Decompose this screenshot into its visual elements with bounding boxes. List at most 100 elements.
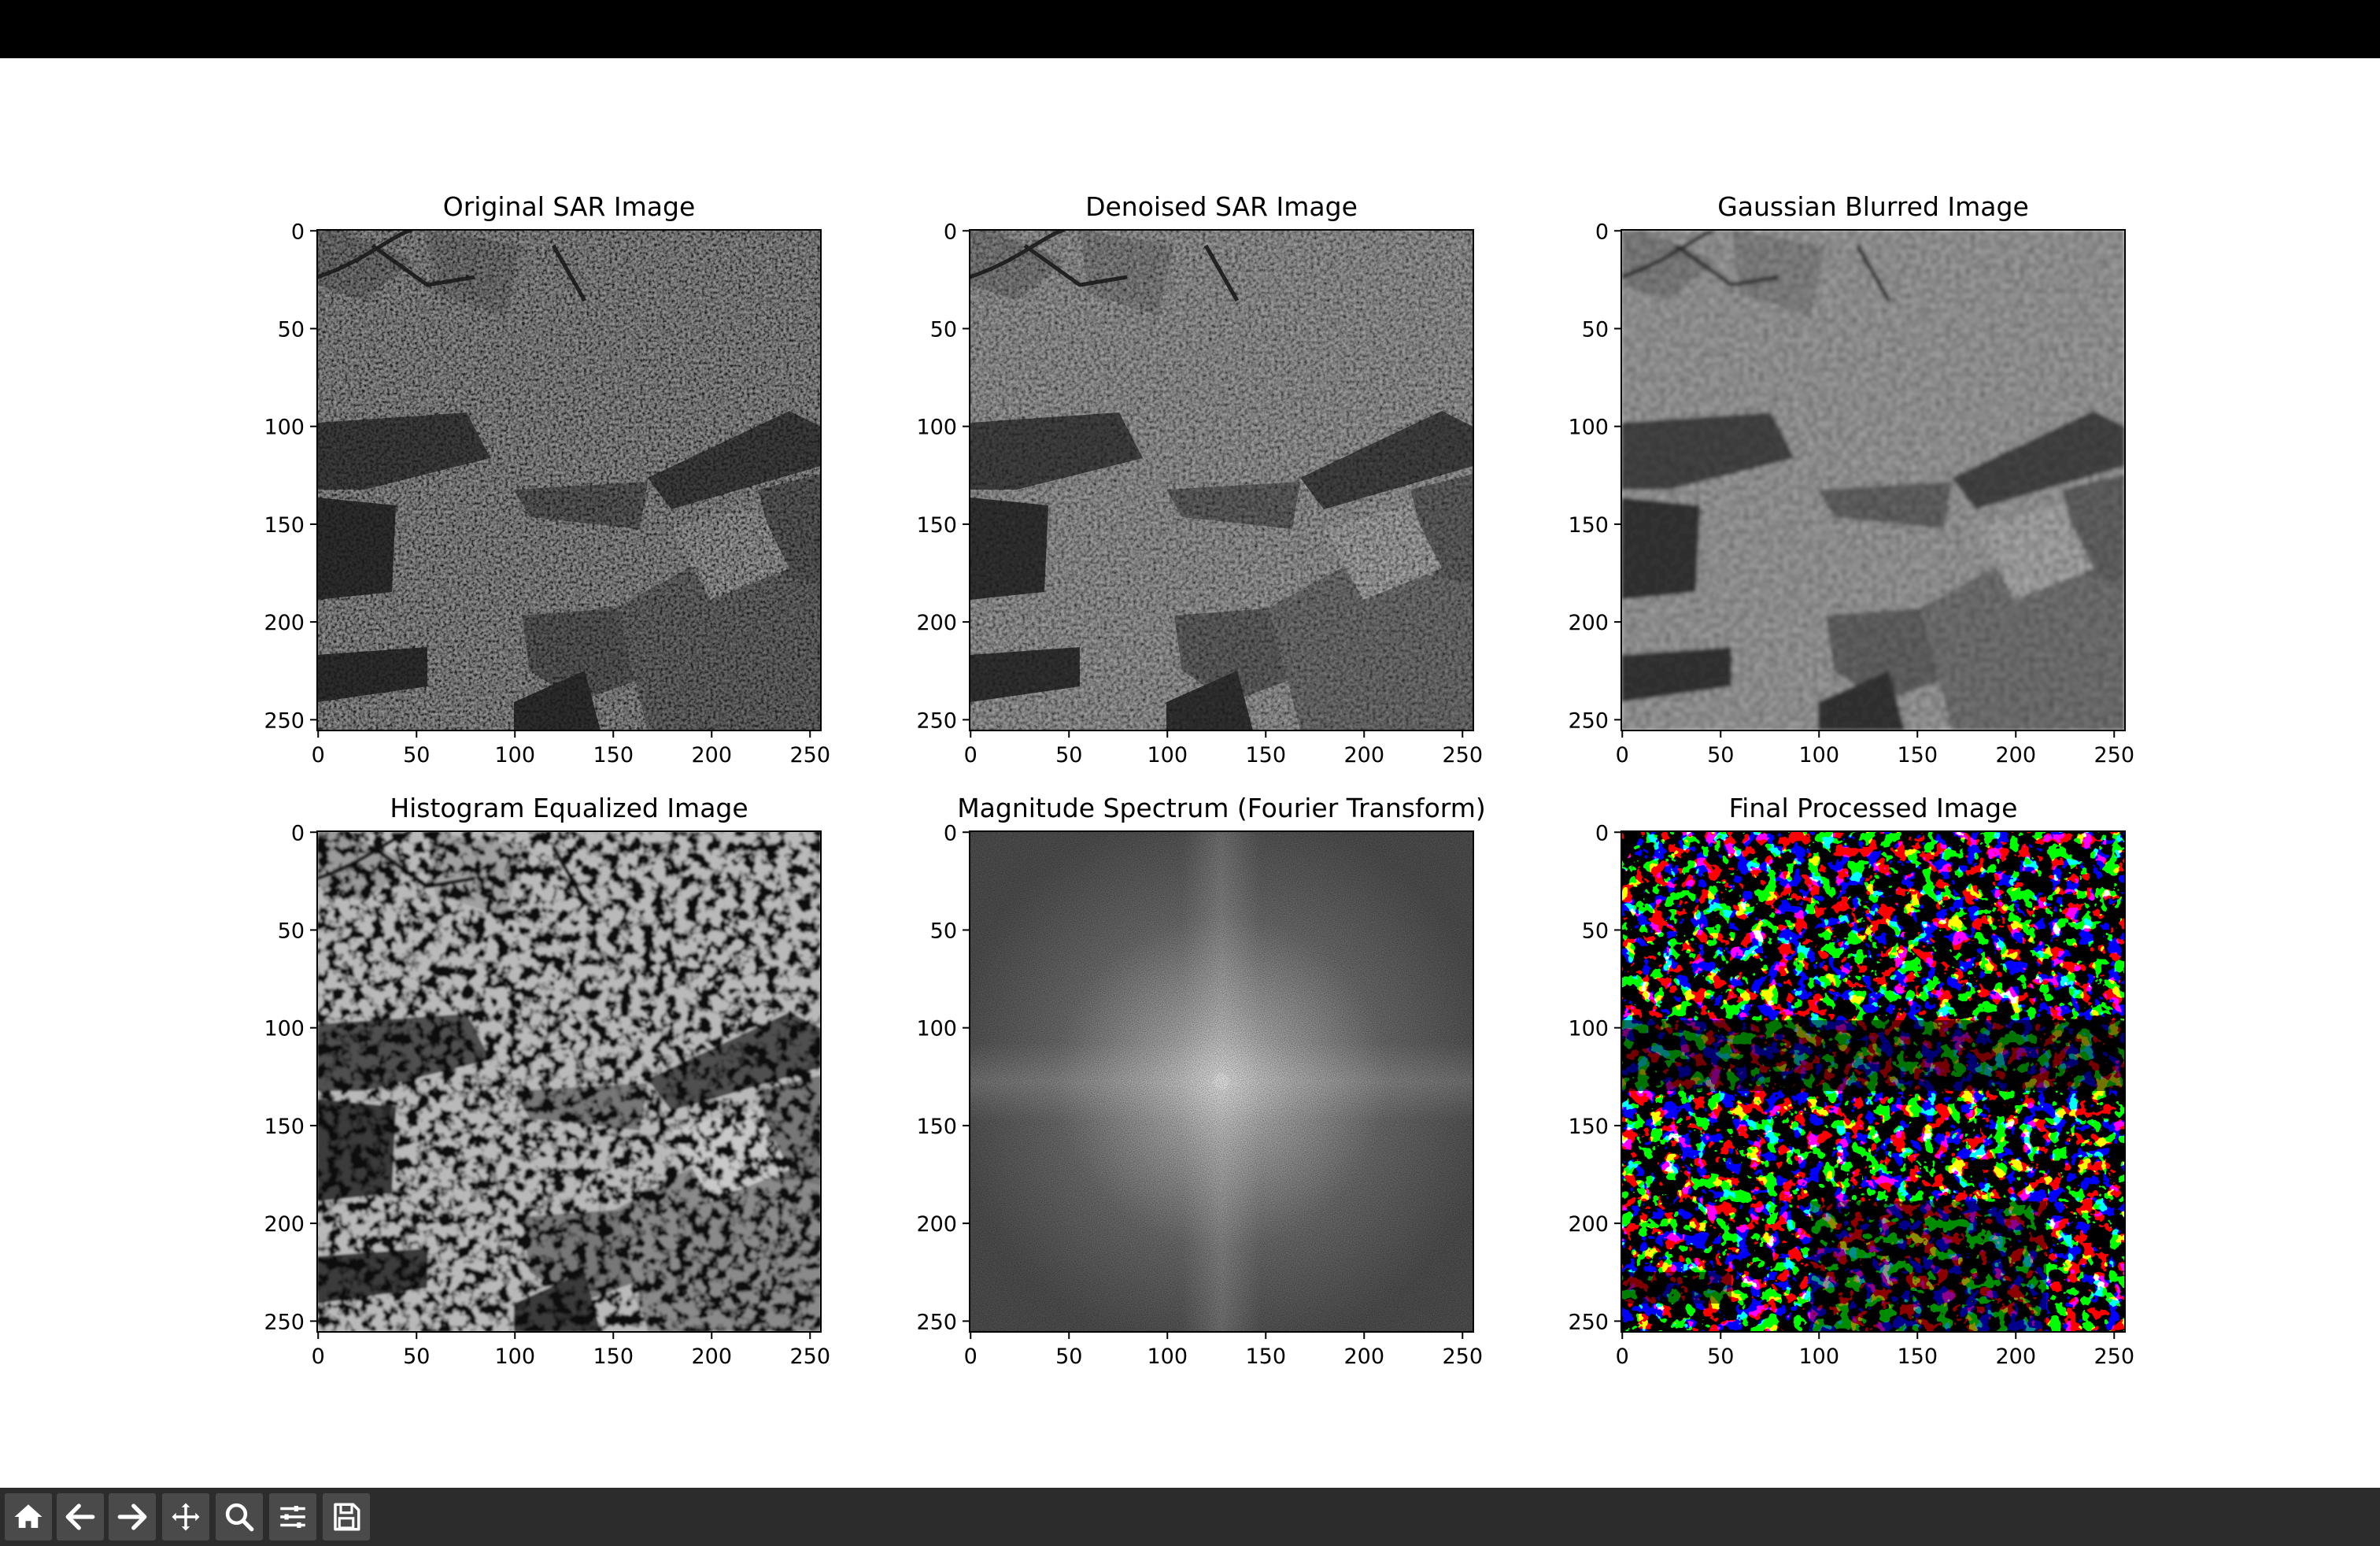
y-tick-label: 50 (278, 919, 305, 943)
x-tick-label: 50 (403, 1344, 430, 1369)
x-tick-label: 50 (1055, 743, 1082, 767)
x-tick-label: 0 (312, 1344, 325, 1369)
y-tick-label: 250 (264, 1310, 305, 1334)
y-tick-label: 0 (1595, 821, 1609, 845)
magnifier-icon (225, 1503, 254, 1532)
y-tick-label: 100 (264, 1017, 305, 1041)
forward-button[interactable] (109, 1493, 156, 1540)
subplot-image (1621, 230, 2125, 730)
home-icon (14, 1504, 42, 1528)
x-tick-label: 50 (1055, 1344, 1082, 1369)
axes-frame (969, 830, 1474, 1333)
y-tick-label: 100 (1568, 1017, 1609, 1041)
x-tick-label: 50 (1707, 743, 1734, 767)
save-button[interactable] (323, 1493, 370, 1540)
y-tick-label: 0 (944, 821, 957, 845)
x-tick-label: 50 (1707, 1344, 1734, 1369)
y-tick-label: 200 (1568, 1212, 1609, 1237)
subplot-title: Original SAR Image (443, 191, 696, 222)
y-tick-label: 200 (264, 1212, 305, 1237)
y-tick-label: 150 (264, 513, 305, 538)
x-tick-label: 250 (2094, 743, 2134, 767)
subplot-title: Gaussian Blurred Image (1717, 191, 2029, 222)
zoom-button[interactable] (216, 1493, 263, 1540)
y-tick-label: 0 (291, 821, 305, 845)
axes-frame (969, 229, 1474, 731)
subplot-4[interactable]: Histogram Equalized Image 0 50 100 150 200 250… (264, 793, 830, 1369)
axes-frame (1621, 830, 2126, 1333)
x-tick-label: 0 (1616, 743, 1629, 767)
y-tick-label: 0 (1595, 220, 1609, 244)
y-tick-label: 250 (1568, 1310, 1609, 1334)
x-tick-label: 200 (1343, 743, 1384, 767)
x-tick-label: 150 (1897, 1344, 1938, 1369)
y-tick-label: 50 (1582, 317, 1609, 342)
x-tick-label: 150 (593, 1344, 634, 1369)
y-tick-label: 100 (916, 416, 957, 440)
subplot-title: Magnitude Spectrum (Fourier Transform) (957, 793, 1486, 823)
subplot-3[interactable]: Gaussian Blurred Image 0 50 100 150 200 250 0 50… (1568, 191, 2134, 767)
window-title-bar (0, 0, 2380, 58)
x-tick-label: 200 (1995, 743, 2036, 767)
subplot-title: Denoised SAR Image (1085, 191, 1358, 222)
subplot-title: Histogram Equalized Image (390, 793, 748, 823)
subplot-image (317, 831, 821, 1332)
x-tick-label: 100 (494, 1344, 535, 1369)
subplot-image (317, 230, 821, 730)
y-tick-label: 50 (930, 919, 957, 943)
subplot-2[interactable]: Denoised SAR Image 0 50 100 150 200 250 0 50 100 1… (916, 191, 1483, 767)
back-button[interactable] (57, 1493, 104, 1540)
y-tick-label: 150 (264, 1115, 305, 1139)
pan-button[interactable] (162, 1493, 209, 1540)
y-tick-label: 0 (944, 220, 957, 244)
axes-frame (1621, 229, 2126, 731)
x-tick-label: 0 (964, 1344, 978, 1369)
axes-frame (316, 229, 822, 731)
arrow-right-icon (117, 1503, 147, 1530)
subplot-6[interactable]: Final Processed Image 0 50 100 150 200 250 0 50 1… (1568, 793, 2134, 1369)
x-tick-label: 200 (691, 1344, 732, 1369)
y-tick-label: 200 (1568, 611, 1609, 635)
x-tick-label: 100 (1798, 1344, 1839, 1369)
x-tick-label: 250 (1442, 1344, 1483, 1369)
subplot-image (970, 230, 1473, 730)
y-tick-label: 150 (1568, 1115, 1609, 1139)
figure-svg: Original SAR Image 0 50 100 150 200 250 0 50 100 1… (264, 191, 2134, 1369)
y-tick-label: 150 (916, 513, 957, 538)
navigation-toolbar (0, 1488, 2380, 1546)
y-tick-label: 50 (278, 317, 305, 342)
y-tick-label: 150 (1568, 513, 1609, 538)
x-tick-label: 150 (1245, 1344, 1286, 1369)
x-tick-label: 200 (1343, 1344, 1384, 1369)
axes-frame (316, 830, 822, 1333)
sliders-icon (280, 1506, 305, 1528)
arrow-left-icon (65, 1503, 95, 1530)
subplot-title: Final Processed Image (1729, 793, 2018, 823)
y-tick-label: 250 (916, 708, 957, 733)
x-tick-label: 200 (1995, 1344, 2036, 1369)
subplot-image (1621, 831, 2125, 1332)
figure-canvas[interactable]: Original SAR Image 0 50 100 150 200 250 0 50 100 1… (0, 58, 2380, 1488)
move-icon (172, 1503, 200, 1531)
configure-button[interactable] (269, 1493, 316, 1540)
x-tick-label: 0 (312, 743, 325, 767)
subplot-5[interactable]: Magnitude Spectrum (Fourier Transform)0 5… (916, 793, 1485, 1369)
x-tick-label: 250 (1442, 743, 1483, 767)
y-tick-label: 200 (916, 1212, 957, 1237)
x-tick-label: 150 (1897, 743, 1938, 767)
y-tick-label: 0 (291, 220, 305, 244)
subplot-1[interactable]: Original SAR Image 0 50 100 150 200 250 0 50 100 1… (264, 191, 830, 767)
home-button[interactable] (5, 1493, 52, 1540)
x-tick-label: 100 (1798, 743, 1839, 767)
y-tick-label: 150 (916, 1115, 957, 1139)
y-tick-label: 100 (1568, 416, 1609, 440)
x-tick-label: 250 (2094, 1344, 2134, 1369)
y-tick-label: 250 (264, 708, 305, 733)
y-tick-label: 100 (264, 416, 305, 440)
y-tick-label: 250 (916, 1310, 957, 1334)
y-tick-label: 50 (1582, 919, 1609, 943)
x-tick-label: 0 (1616, 1344, 1629, 1369)
x-tick-label: 50 (403, 743, 430, 767)
x-tick-label: 150 (593, 743, 634, 767)
x-tick-label: 100 (1147, 1344, 1188, 1369)
